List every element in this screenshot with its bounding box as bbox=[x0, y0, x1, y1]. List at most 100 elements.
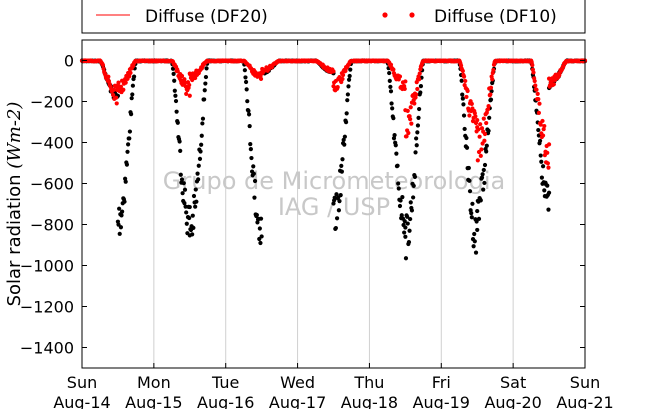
data-point bbox=[409, 208, 415, 213]
data-point bbox=[127, 129, 133, 134]
data-point bbox=[412, 174, 418, 179]
data-point bbox=[396, 181, 401, 186]
x-tick-label-day: Sun bbox=[67, 373, 97, 392]
data-point bbox=[130, 83, 135, 88]
data-point bbox=[471, 244, 476, 249]
data-point bbox=[187, 82, 192, 88]
data-point bbox=[417, 71, 422, 76]
data-point bbox=[418, 90, 423, 95]
y-tick-label: −400 bbox=[30, 134, 74, 153]
data-point bbox=[130, 92, 135, 97]
data-point bbox=[460, 68, 465, 74]
data-point bbox=[403, 79, 408, 84]
data-point bbox=[478, 153, 483, 158]
data-point bbox=[123, 80, 128, 85]
data-point bbox=[173, 93, 178, 98]
data-point bbox=[340, 76, 345, 82]
data-point bbox=[539, 175, 544, 180]
data-point bbox=[400, 194, 405, 200]
data-point bbox=[202, 97, 207, 102]
x-tick-label-day: Fri bbox=[432, 373, 451, 392]
data-point bbox=[477, 134, 482, 139]
data-point bbox=[469, 211, 474, 216]
x-gridlines bbox=[153, 40, 514, 368]
y-tick-label: −1200 bbox=[20, 298, 74, 317]
data-point bbox=[402, 230, 407, 235]
data-point bbox=[254, 212, 259, 218]
data-point bbox=[467, 113, 472, 118]
data-point bbox=[536, 97, 541, 102]
data-point bbox=[486, 128, 491, 133]
data-point bbox=[546, 142, 552, 147]
data-point bbox=[172, 78, 177, 83]
data-point bbox=[193, 187, 198, 192]
data-point bbox=[248, 147, 253, 152]
data-point bbox=[199, 133, 204, 138]
data-point bbox=[540, 164, 546, 169]
data-point bbox=[183, 204, 188, 209]
data-point bbox=[488, 97, 494, 102]
data-point bbox=[341, 137, 346, 142]
data-point bbox=[415, 123, 421, 128]
data-point bbox=[182, 77, 187, 82]
data-point bbox=[461, 102, 466, 107]
plot-area: Grupo de Micrometeorologia IAG / USP bbox=[79, 39, 588, 369]
data-point bbox=[408, 117, 413, 122]
data-point bbox=[257, 226, 262, 231]
data-point bbox=[191, 193, 197, 199]
x-tick-label-day: Mon bbox=[137, 373, 171, 392]
data-point bbox=[122, 199, 127, 204]
y-tick-label: 0 bbox=[64, 52, 74, 71]
x-tick-label-date: Aug-20 bbox=[484, 393, 541, 409]
data-point bbox=[196, 163, 201, 168]
data-point bbox=[334, 192, 339, 197]
data-point bbox=[479, 175, 485, 180]
data-point bbox=[536, 110, 541, 115]
data-point bbox=[128, 70, 133, 75]
data-point bbox=[540, 133, 546, 138]
data-point bbox=[403, 234, 408, 239]
data-point bbox=[182, 201, 187, 206]
data-point bbox=[393, 143, 398, 148]
data-point bbox=[258, 216, 264, 221]
data-point bbox=[342, 142, 347, 147]
data-point bbox=[482, 162, 488, 168]
data-point bbox=[387, 78, 392, 83]
data-point bbox=[538, 153, 543, 158]
data-point bbox=[470, 201, 475, 206]
data-point bbox=[475, 208, 480, 214]
data-point bbox=[389, 101, 394, 106]
plot-border bbox=[81, 39, 586, 369]
data-point bbox=[465, 88, 470, 94]
data-point bbox=[244, 87, 249, 92]
x-tick-label-date: Aug-15 bbox=[125, 393, 182, 409]
y-tick-label: −1400 bbox=[20, 339, 74, 358]
data-point bbox=[406, 240, 412, 245]
data-point bbox=[489, 89, 494, 94]
data-point bbox=[405, 108, 410, 113]
data-point bbox=[171, 71, 176, 76]
data-point bbox=[118, 84, 124, 89]
data-point bbox=[242, 68, 247, 73]
data-point bbox=[405, 221, 410, 226]
data-point bbox=[397, 74, 403, 79]
data-point bbox=[193, 204, 198, 209]
data-point bbox=[486, 104, 491, 109]
data-point bbox=[251, 171, 256, 176]
data-point bbox=[172, 88, 177, 93]
data-point bbox=[542, 123, 547, 129]
data-point bbox=[252, 195, 257, 200]
data-point bbox=[533, 83, 538, 88]
data-point bbox=[546, 190, 552, 195]
data-point bbox=[485, 107, 491, 112]
data-point bbox=[114, 95, 119, 100]
data-point bbox=[252, 178, 258, 184]
data-point bbox=[398, 198, 403, 203]
legend-frame bbox=[81, 0, 586, 34]
data-point bbox=[475, 158, 480, 163]
data-point bbox=[478, 122, 483, 127]
y-axis-title-unit: (Wm-2) bbox=[4, 102, 25, 169]
data-point bbox=[197, 156, 203, 161]
data-point bbox=[129, 112, 134, 117]
data-point bbox=[532, 78, 537, 84]
